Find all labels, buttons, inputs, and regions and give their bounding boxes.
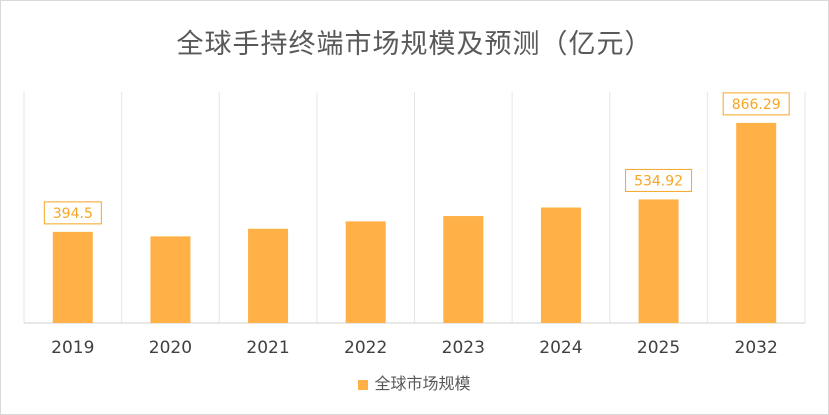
legend-swatch bbox=[358, 380, 369, 390]
bar-2025 bbox=[638, 199, 679, 323]
bar-2020 bbox=[150, 236, 191, 323]
chart-title: 全球手持终端市场规模及预测（亿元） bbox=[176, 29, 653, 60]
bar-2019 bbox=[52, 231, 93, 323]
data-label-box bbox=[43, 201, 102, 225]
x-tick-label: 2023 bbox=[442, 338, 485, 358]
x-tick-label: 2032 bbox=[735, 338, 778, 358]
bar-2022 bbox=[345, 221, 386, 323]
bar-2023 bbox=[443, 216, 484, 323]
legend-label: 全球市场规模 bbox=[374, 374, 471, 393]
x-tick-label: 2019 bbox=[51, 338, 94, 358]
x-tick-label: 2022 bbox=[344, 338, 387, 358]
x-tick-label: 2021 bbox=[246, 338, 289, 358]
data-label-box bbox=[625, 168, 693, 192]
bar-2032 bbox=[736, 122, 777, 323]
data-label: 534.92 bbox=[634, 173, 683, 189]
bar-2024 bbox=[540, 207, 581, 323]
bar-2021 bbox=[248, 228, 289, 323]
data-label: 394.5 bbox=[53, 206, 93, 222]
legend: 全球市场规模 bbox=[0, 370, 829, 394]
x-tick-label: 2025 bbox=[637, 338, 680, 358]
x-tick-label: 2020 bbox=[149, 338, 192, 358]
data-label-box bbox=[722, 92, 790, 116]
data-label: 866.29 bbox=[732, 97, 781, 113]
x-tick-label: 2024 bbox=[539, 338, 582, 358]
